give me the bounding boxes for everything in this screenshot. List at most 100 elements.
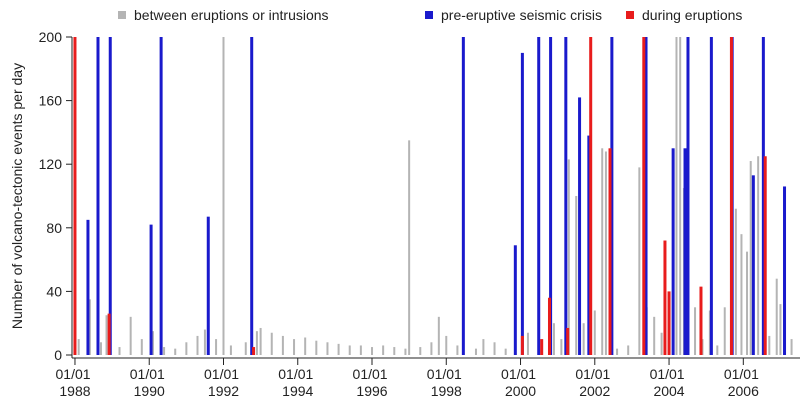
y-tick-label: 80 xyxy=(46,220,62,236)
bar xyxy=(244,342,247,355)
bar xyxy=(566,327,570,355)
bar xyxy=(513,245,517,355)
bar xyxy=(686,37,690,355)
bar xyxy=(229,345,232,355)
bar xyxy=(163,347,166,355)
x-tick-label: 01/01 2002 xyxy=(575,366,614,399)
bar xyxy=(371,347,374,355)
bar xyxy=(582,323,585,355)
bar xyxy=(642,37,646,355)
bar xyxy=(222,37,225,355)
bar xyxy=(751,175,755,355)
bar xyxy=(326,342,329,355)
bar xyxy=(699,286,703,355)
bar xyxy=(99,342,102,355)
bar xyxy=(304,337,307,355)
bar xyxy=(729,37,733,355)
bar xyxy=(578,97,582,356)
bar xyxy=(206,216,210,355)
bar xyxy=(105,315,108,355)
bar xyxy=(757,156,760,355)
bar xyxy=(108,37,112,355)
bar xyxy=(549,37,553,355)
bar xyxy=(293,339,296,355)
legend-label: pre-eruptive seismic crisis xyxy=(441,7,602,23)
bar xyxy=(174,348,177,355)
bar xyxy=(88,299,91,355)
bar xyxy=(252,347,256,355)
bar xyxy=(761,37,765,355)
x-tick-label: 01/01 1988 xyxy=(56,366,95,399)
bar xyxy=(663,240,667,355)
y-axis-label: Number of volcano-tectonic events per da… xyxy=(9,63,25,329)
bar xyxy=(564,37,568,355)
bar xyxy=(504,348,507,355)
bar xyxy=(593,310,596,355)
bar xyxy=(671,148,675,355)
bar xyxy=(763,156,767,355)
legend-swatch xyxy=(118,11,126,19)
bar xyxy=(608,148,612,355)
bar xyxy=(709,37,713,355)
bar xyxy=(552,323,555,355)
bar xyxy=(783,186,787,355)
bar xyxy=(683,148,687,355)
x-tick-label: 01/01 2004 xyxy=(650,366,689,399)
bar xyxy=(456,345,459,355)
bar xyxy=(215,339,218,355)
bar xyxy=(675,37,678,355)
bar xyxy=(768,335,771,355)
bar xyxy=(159,37,163,355)
bar xyxy=(723,307,726,355)
bar xyxy=(445,335,448,355)
bar xyxy=(382,345,385,355)
bar xyxy=(616,348,619,355)
x-tick-label: 01/01 1996 xyxy=(353,366,392,399)
bar xyxy=(493,342,496,355)
bar xyxy=(734,208,737,355)
bar xyxy=(270,332,273,355)
bar xyxy=(73,37,77,355)
legend-swatch xyxy=(626,11,634,19)
bar xyxy=(149,224,153,355)
bar xyxy=(118,347,121,355)
bar xyxy=(749,161,752,355)
bar xyxy=(560,339,563,355)
bar xyxy=(337,343,340,355)
bar xyxy=(151,331,154,355)
x-tick-label: 01/01 2006 xyxy=(724,366,763,399)
bar xyxy=(694,307,697,355)
bar xyxy=(255,331,258,355)
bar xyxy=(547,297,551,355)
bar xyxy=(348,345,351,355)
x-tick-label: 01/01 1992 xyxy=(204,366,243,399)
bar xyxy=(315,340,318,355)
bar xyxy=(627,345,630,355)
bar xyxy=(140,339,143,355)
y-tick-label: 200 xyxy=(39,29,63,45)
bar xyxy=(408,140,411,355)
bar xyxy=(653,316,656,355)
bar xyxy=(393,347,396,355)
bar xyxy=(644,37,648,355)
bar xyxy=(575,196,578,355)
legend-swatch xyxy=(425,11,433,19)
bar xyxy=(196,335,199,355)
bar xyxy=(526,332,529,355)
x-tick-label: 01/01 1998 xyxy=(427,366,466,399)
bar xyxy=(107,313,111,355)
bar xyxy=(775,278,778,355)
bar xyxy=(716,345,719,355)
x-tick-label: 01/01 1990 xyxy=(130,366,169,399)
bar xyxy=(520,52,524,356)
bar xyxy=(790,339,793,355)
bar xyxy=(660,332,663,355)
bar xyxy=(96,37,100,355)
bar xyxy=(129,316,132,355)
bar xyxy=(203,329,206,355)
bar xyxy=(779,304,782,355)
bar xyxy=(537,37,541,355)
bar xyxy=(604,151,607,355)
bar xyxy=(185,342,188,355)
